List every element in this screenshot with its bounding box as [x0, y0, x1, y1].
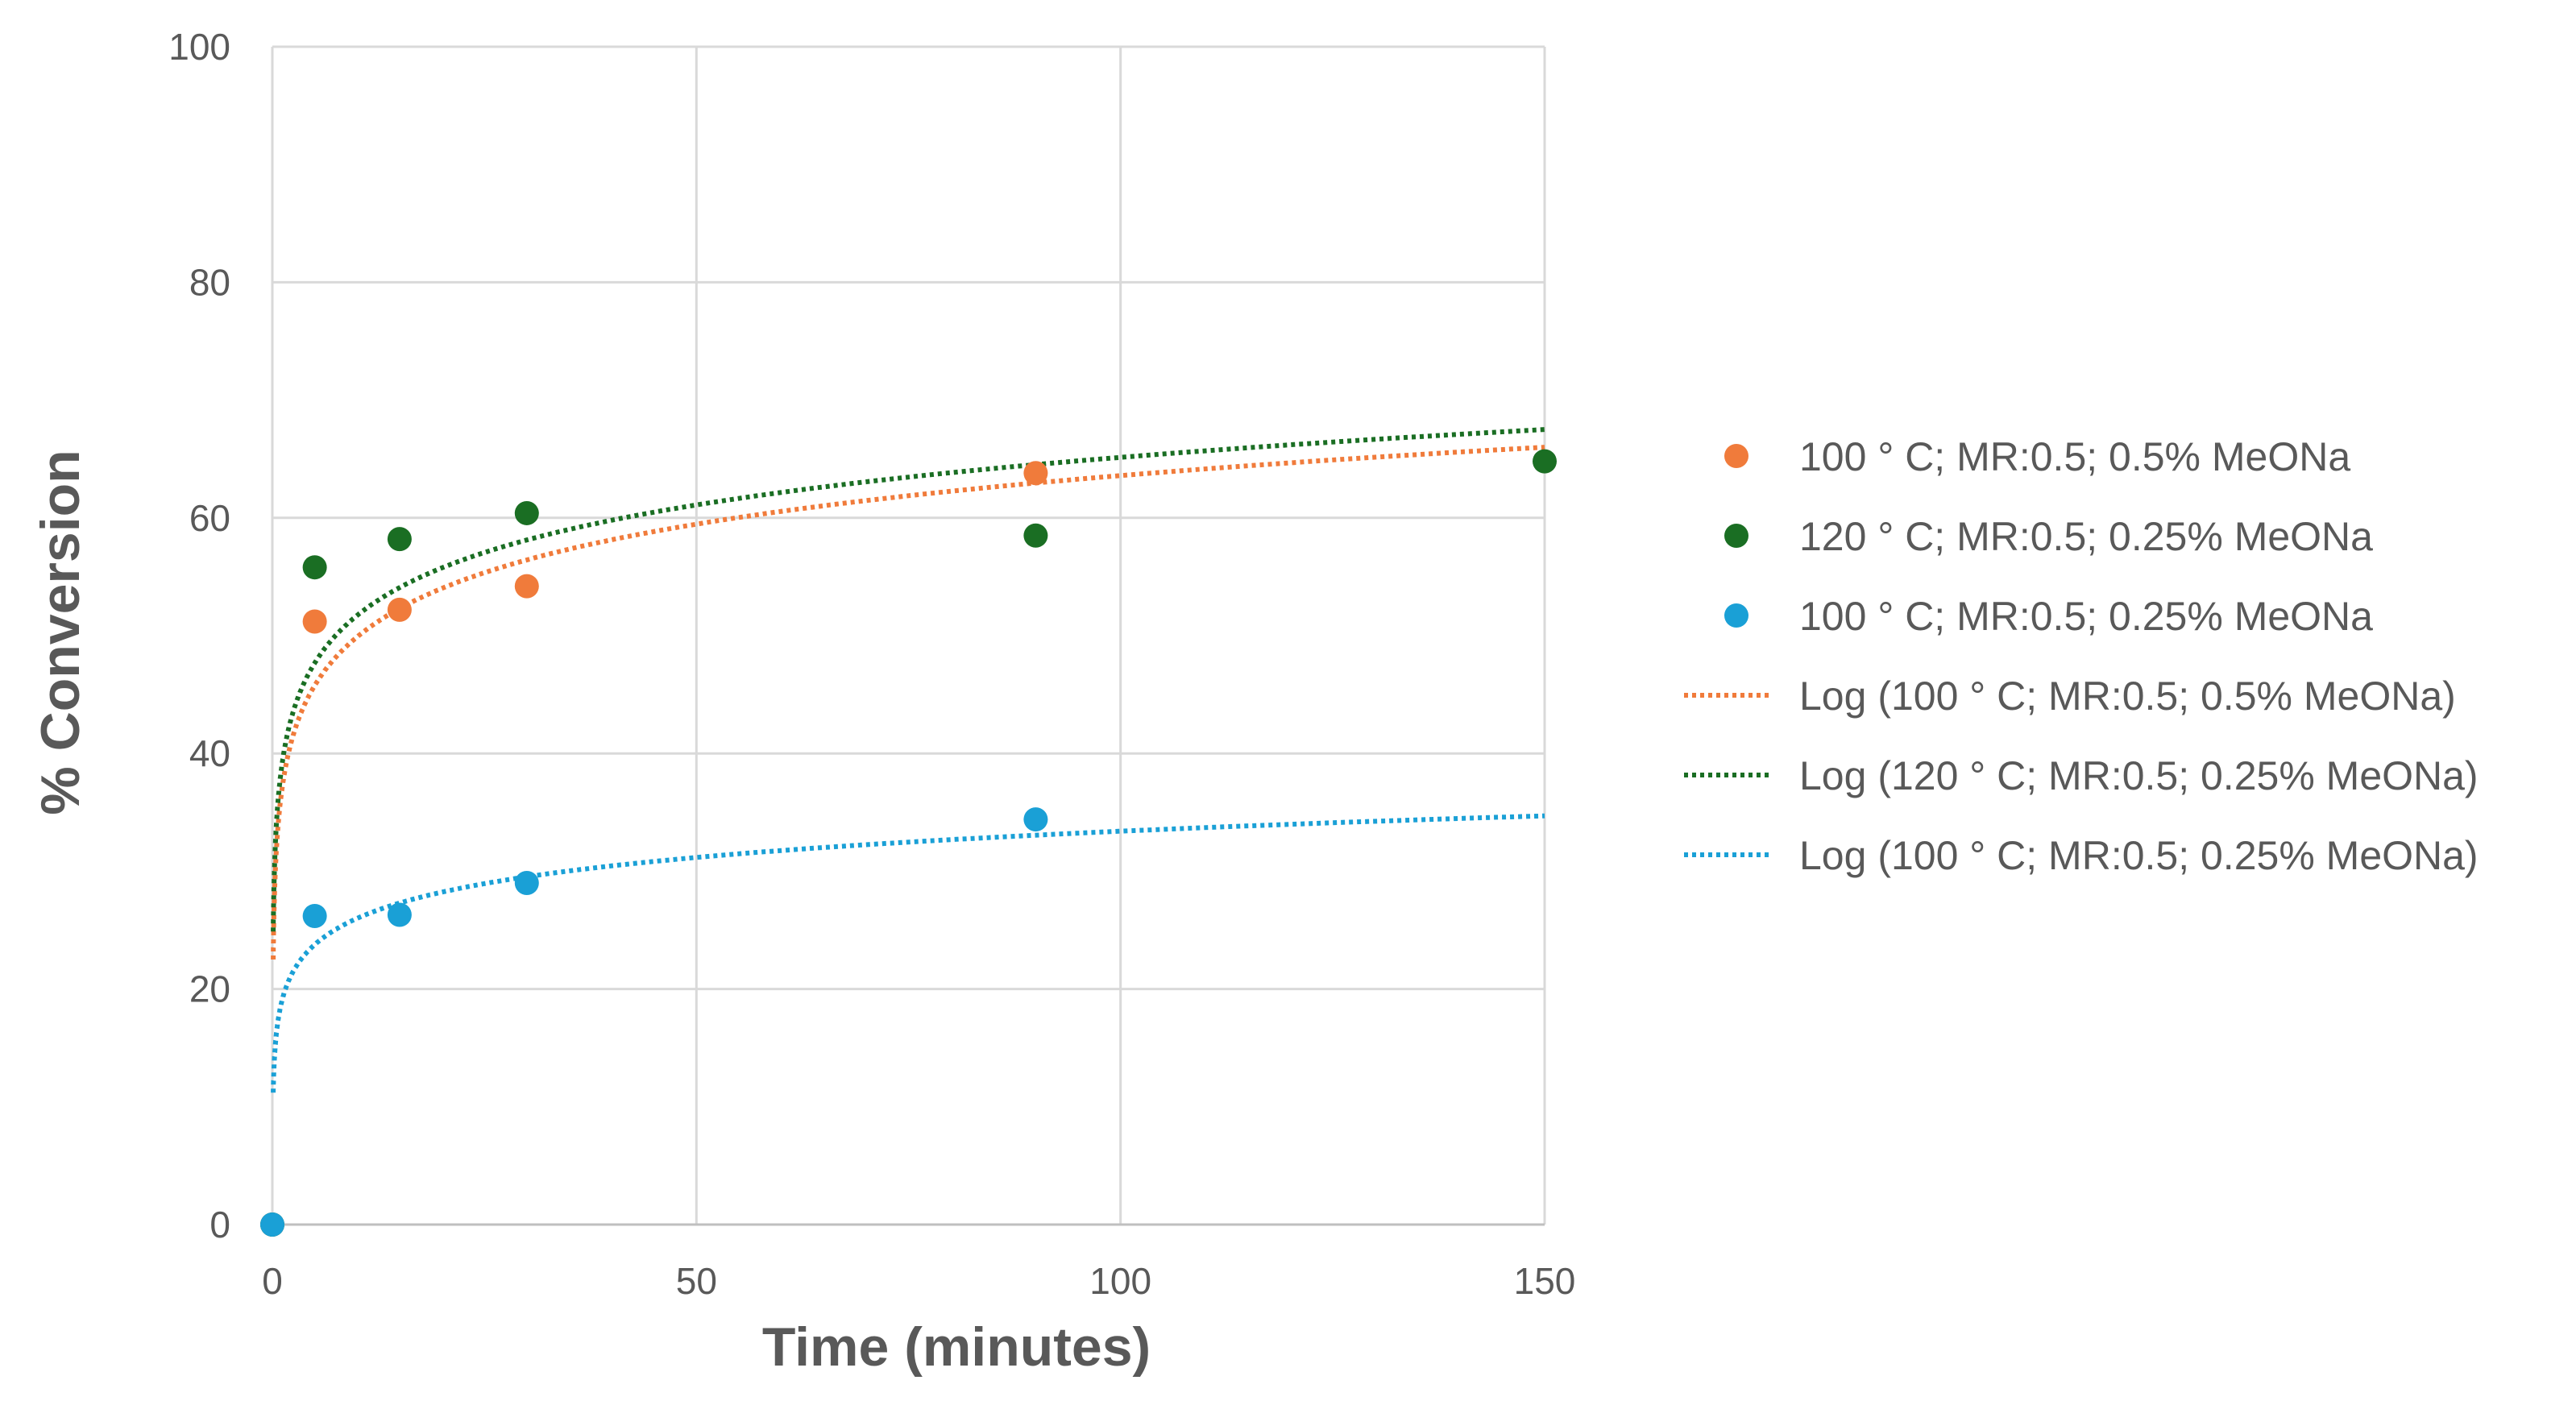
series-2-point-2 [302, 555, 327, 580]
series-1-point-5 [1023, 461, 1048, 486]
series-2-point-3 [387, 527, 412, 552]
x-axis-title: Time (minutes) [762, 1316, 1151, 1378]
legend-label-series-1: 100 ° C; MR:0.5; 0.5% MeONa [1799, 434, 2350, 479]
grid [271, 45, 1546, 1226]
y-axis-title: % Conversion [30, 450, 91, 814]
legend: 100 ° C; MR:0.5; 0.5% MeONa 120 ° C; MR:0… [1684, 434, 2479, 878]
y-tick-label-60: 60 [189, 497, 230, 539]
legend-label-trendline-2: Log (120 ° C; MR:0.5; 0.25% MeONa) [1799, 753, 2479, 798]
data-points [260, 449, 1557, 1237]
series-3-point-5 [1023, 807, 1048, 832]
series-3-point-4 [514, 871, 539, 896]
y-tick-label-0: 0 [209, 1204, 230, 1246]
series-3-point-3 [387, 902, 412, 927]
x-tick-label-50: 50 [676, 1260, 717, 1302]
legend-label-series-3: 100 ° C; MR:0.5; 0.25% MeONa [1799, 594, 2373, 639]
trendline-2 [271, 427, 1545, 932]
legend-label-trendline-1: Log (100 ° C; MR:0.5; 0.5% MeONa) [1799, 674, 2456, 719]
legend-label-series-2: 120 ° C; MR:0.5; 0.25% MeONa [1799, 514, 2373, 559]
trendline-3 [271, 813, 1545, 1093]
x-tick-label-0: 0 [262, 1260, 283, 1302]
y-tick-label-20: 20 [189, 968, 230, 1010]
series-1-point-3 [387, 597, 412, 622]
x-tick-label-150: 150 [1514, 1260, 1576, 1302]
legend-marker-series-3 [1724, 603, 1748, 628]
x-tick-label-100: 100 [1089, 1260, 1151, 1302]
series-3-point-2 [302, 903, 327, 928]
series-3-point-1 [260, 1212, 284, 1237]
legend-marker-series-1 [1724, 444, 1748, 468]
y-tick-label-100: 100 [168, 26, 230, 68]
y-tick-label-80: 80 [189, 261, 230, 303]
trendline-1 [271, 445, 1545, 960]
series-2-point-5 [1023, 523, 1048, 548]
legend-label-trendline-3: Log (100 ° C; MR:0.5; 0.25% MeONa) [1799, 833, 2479, 878]
series-2-point-4 [514, 500, 539, 525]
y-tick-label-40: 40 [189, 732, 230, 774]
trendlines [271, 427, 1545, 1093]
legend-marker-series-2 [1724, 524, 1748, 548]
series-1-point-2 [302, 609, 327, 634]
tick-labels: 0 20 40 60 80 100 0 50 100 150 [168, 26, 1575, 1302]
series-1-point-4 [514, 574, 539, 599]
series-2-point-6 [1533, 449, 1557, 474]
